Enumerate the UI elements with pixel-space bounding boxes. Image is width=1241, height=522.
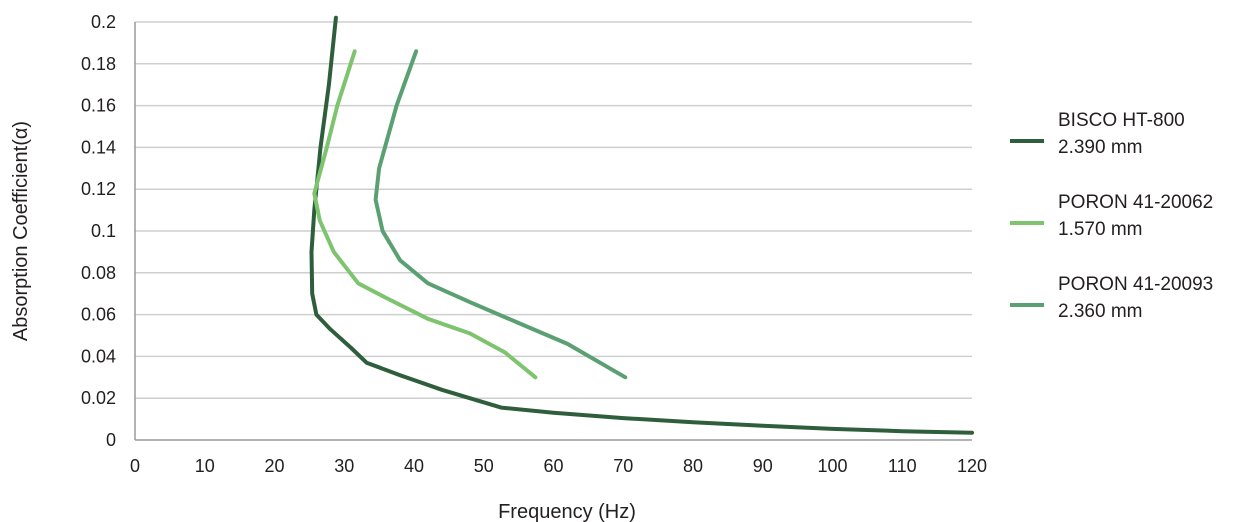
y-tick-label: 0.18 xyxy=(81,54,116,74)
y-tick-label: 0.04 xyxy=(81,346,116,366)
x-tick-label: 30 xyxy=(334,456,354,476)
y-tick-label: 0.08 xyxy=(81,263,116,283)
axes xyxy=(134,22,972,441)
y-tick-label: 0 xyxy=(106,430,116,450)
x-tick-label: 0 xyxy=(130,456,140,476)
x-tick-label: 40 xyxy=(404,456,424,476)
x-tick-label: 20 xyxy=(264,456,284,476)
legend-series-thickness: 1.570 mm xyxy=(1058,219,1142,240)
series-line xyxy=(312,49,538,380)
x-tick-label: 50 xyxy=(474,456,494,476)
legend-series-thickness: 2.390 mm xyxy=(1058,137,1142,158)
legend: BISCO HT-800 2.390 mm PORON 41-20062 1.570 … xyxy=(1010,110,1213,322)
x-tick-label: 110 xyxy=(888,456,917,476)
x-tick-label: 70 xyxy=(613,456,633,476)
legend-series-name: BISCO HT-800 xyxy=(1058,110,1185,131)
x-tick-label: 10 xyxy=(195,456,215,476)
x-tick-label: 100 xyxy=(817,456,847,476)
y-tick-label: 0.1 xyxy=(91,221,116,241)
grid-lines xyxy=(135,21,972,399)
y-tick-label: 0.12 xyxy=(81,179,116,199)
series-line xyxy=(309,15,974,435)
y-tick-label: 0.06 xyxy=(81,305,116,325)
y-tick-labels: 0 0.02 0.04 0.06 0.08 0.1 0.12 0.14 0.16 0.18 0.2 xyxy=(81,12,116,450)
y-tick-label: 0.14 xyxy=(81,137,116,157)
legend-series-name: PORON 41-20062 xyxy=(1058,192,1213,213)
x-tick-label: 90 xyxy=(753,456,773,476)
y-tick-label: 0.2 xyxy=(91,12,116,32)
series-lines xyxy=(309,15,974,435)
legend-series-thickness: 2.360 mm xyxy=(1058,301,1142,322)
y-tick-label: 0.16 xyxy=(81,96,116,116)
x-tick-label: 80 xyxy=(683,456,703,476)
legend-series-name: PORON 41-20093 xyxy=(1058,274,1213,295)
x-tick-label: 120 xyxy=(957,456,987,476)
y-axis-label: Absorption Coefficient(α) xyxy=(10,121,32,341)
y-tick-label: 0.02 xyxy=(81,388,116,408)
x-tick-label: 60 xyxy=(543,456,563,476)
x-tick-labels: 0 10 20 30 40 50 60 70 80 90 100 110 120 xyxy=(130,456,987,476)
series-line xyxy=(373,49,628,380)
x-axis-label: Frequency (Hz) xyxy=(498,501,636,522)
